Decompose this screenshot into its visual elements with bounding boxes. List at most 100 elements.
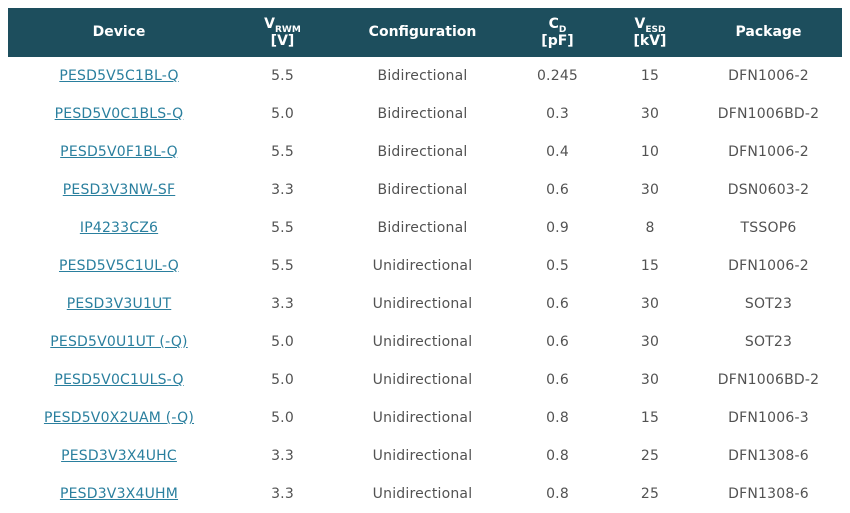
cd-cell: 0.5 <box>510 247 605 285</box>
vesd-symbol: VESD <box>634 15 666 35</box>
configuration-cell: Unidirectional <box>335 475 510 513</box>
vrwm-cell: 5.5 <box>230 57 335 95</box>
vrwm-cell: 3.3 <box>230 285 335 323</box>
package-cell: DFN1006-3 <box>695 399 842 437</box>
package-cell: SOT23 <box>695 285 842 323</box>
vesd-cell: 8 <box>605 209 695 247</box>
cd-cell: 0.3 <box>510 95 605 133</box>
cd-cell: 0.8 <box>510 437 605 475</box>
table-row: PESD5V5C1BL-Q 5.5 Bidirectional 0.245 15… <box>8 57 842 95</box>
device-link[interactable]: PESD3V3NW-SF <box>62 182 176 198</box>
cd-cell: 0.9 <box>510 209 605 247</box>
package-cell: DFN1308-6 <box>695 437 842 475</box>
device-cell: PESD5V0U1UT (-Q) <box>8 323 230 361</box>
vrwm-cell: 5.0 <box>230 323 335 361</box>
table-row: PESD5V0X2UAM (-Q) 5.0 Unidirectional 0.8… <box>8 399 842 437</box>
device-cell: PESD3V3X4UHC <box>8 437 230 475</box>
configuration-cell: Bidirectional <box>335 171 510 209</box>
device-link[interactable]: PESD3V3U1UT <box>66 296 172 312</box>
cd-cell: 0.245 <box>510 57 605 95</box>
vesd-cell: 30 <box>605 361 695 399</box>
vrwm-cell: 3.3 <box>230 437 335 475</box>
package-cell: SOT23 <box>695 323 842 361</box>
vrwm-cell: 5.0 <box>230 95 335 133</box>
package-cell: DFN1006-2 <box>695 57 842 95</box>
configuration-cell: Unidirectional <box>335 437 510 475</box>
vesd-cell: 30 <box>605 285 695 323</box>
device-cell: PESD5V0C1BLS-Q <box>8 95 230 133</box>
col-header-cd: CD [pF] <box>510 8 605 57</box>
vesd-cell: 15 <box>605 399 695 437</box>
device-cell: PESD5V0X2UAM (-Q) <box>8 399 230 437</box>
table-row: PESD3V3NW-SF 3.3 Bidirectional 0.6 30 DS… <box>8 171 842 209</box>
package-cell: DFN1006-2 <box>695 247 842 285</box>
configuration-cell: Unidirectional <box>335 399 510 437</box>
vesd-cell: 10 <box>605 133 695 171</box>
table-row: PESD5V0C1BLS-Q 5.0 Bidirectional 0.3 30 … <box>8 95 842 133</box>
vesd-cell: 30 <box>605 95 695 133</box>
vesd-cell: 15 <box>605 57 695 95</box>
device-link[interactable]: PESD5V0F1BL-Q <box>60 144 178 160</box>
cd-cell: 0.8 <box>510 475 605 513</box>
device-link[interactable]: PESD3V3X4UHM <box>59 486 179 502</box>
device-link[interactable]: PESD5V0U1UT (-Q) <box>50 334 188 350</box>
table-body: PESD5V5C1BL-Q 5.5 Bidirectional 0.245 15… <box>8 57 842 513</box>
vrwm-cell: 3.3 <box>230 475 335 513</box>
col-header-vesd: VESD [kV] <box>605 8 695 57</box>
cd-unit: [pF] <box>541 32 574 49</box>
vesd-cell: 25 <box>605 475 695 513</box>
device-cell: PESD3V3U1UT <box>8 285 230 323</box>
device-link[interactable]: PESD5V0C1ULS-Q <box>54 372 184 388</box>
table-row: PESD3V3X4UHC 3.3 Unidirectional 0.8 25 D… <box>8 437 842 475</box>
device-cell: PESD5V5C1UL-Q <box>8 247 230 285</box>
configuration-cell: Unidirectional <box>335 247 510 285</box>
vesd-cell: 15 <box>605 247 695 285</box>
vesd-cell: 25 <box>605 437 695 475</box>
cd-cell: 0.4 <box>510 133 605 171</box>
table-row: PESD5V0U1UT (-Q) 5.0 Unidirectional 0.6 … <box>8 323 842 361</box>
configuration-cell: Bidirectional <box>335 209 510 247</box>
cd-cell: 0.6 <box>510 285 605 323</box>
vrwm-unit: [V] <box>270 32 295 49</box>
device-cell: IP4233CZ6 <box>8 209 230 247</box>
header-row: Device VRWM [V] Configuration CD [pF] VE… <box>8 8 842 57</box>
cd-cell: 0.6 <box>510 361 605 399</box>
table-row: PESD5V5C1UL-Q 5.5 Unidirectional 0.5 15 … <box>8 247 842 285</box>
vrwm-cell: 5.0 <box>230 399 335 437</box>
device-cell: PESD5V0F1BL-Q <box>8 133 230 171</box>
vrwm-cell: 5.5 <box>230 247 335 285</box>
vesd-cell: 30 <box>605 171 695 209</box>
device-link[interactable]: PESD5V5C1UL-Q <box>58 258 179 274</box>
vrwm-cell: 5.0 <box>230 361 335 399</box>
device-link[interactable]: PESD3V3X4UHC <box>61 448 177 464</box>
configuration-cell: Bidirectional <box>335 133 510 171</box>
package-cell: TSSOP6 <box>695 209 842 247</box>
configuration-cell: Bidirectional <box>335 57 510 95</box>
package-cell: DSN0603-2 <box>695 171 842 209</box>
device-link[interactable]: PESD5V5C1BL-Q <box>59 68 179 84</box>
vesd-unit: [kV] <box>633 32 667 49</box>
package-cell: DFN1308-6 <box>695 475 842 513</box>
cd-cell: 0.6 <box>510 171 605 209</box>
package-cell: DFN1006-2 <box>695 133 842 171</box>
col-header-vrwm: VRWM [V] <box>230 8 335 57</box>
device-link[interactable]: PESD5V0X2UAM (-Q) <box>43 410 195 426</box>
configuration-cell: Unidirectional <box>335 323 510 361</box>
vrwm-cell: 5.5 <box>230 209 335 247</box>
device-link[interactable]: IP4233CZ6 <box>79 220 159 236</box>
package-cell: DFN1006BD-2 <box>695 95 842 133</box>
package-cell: DFN1006BD-2 <box>695 361 842 399</box>
table-row: IP4233CZ6 5.5 Bidirectional 0.9 8 TSSOP6 <box>8 209 842 247</box>
table-row: PESD5V0C1ULS-Q 5.0 Unidirectional 0.6 30… <box>8 361 842 399</box>
device-cell: PESD5V5C1BL-Q <box>8 57 230 95</box>
table-row: PESD5V0F1BL-Q 5.5 Bidirectional 0.4 10 D… <box>8 133 842 171</box>
configuration-cell: Bidirectional <box>335 95 510 133</box>
configuration-cell: Unidirectional <box>335 285 510 323</box>
col-header-package: Package <box>695 8 842 57</box>
vrwm-cell: 5.5 <box>230 133 335 171</box>
col-header-configuration: Configuration <box>335 8 510 57</box>
device-link[interactable]: PESD5V0C1BLS-Q <box>54 106 184 122</box>
cd-symbol: CD <box>548 15 567 35</box>
device-cell: PESD3V3NW-SF <box>8 171 230 209</box>
